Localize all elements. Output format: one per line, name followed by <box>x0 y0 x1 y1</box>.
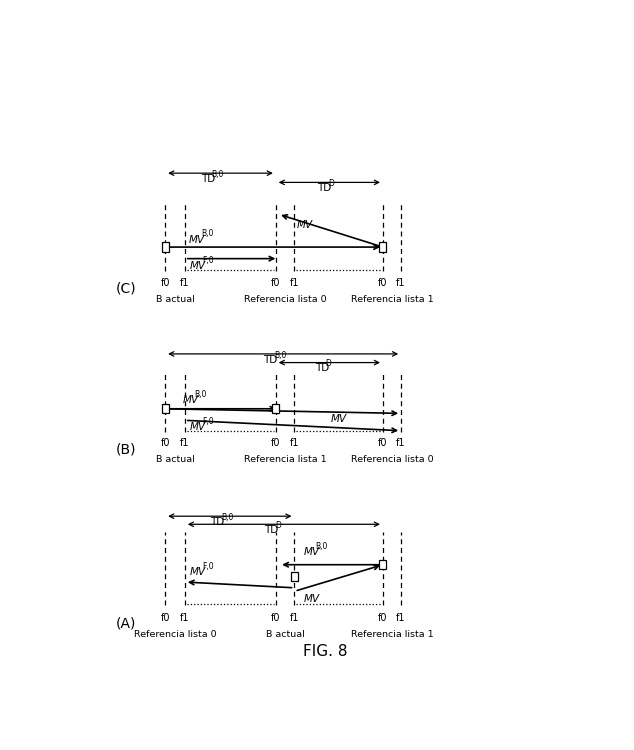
Text: B,0: B,0 <box>316 542 328 550</box>
Text: f0: f0 <box>378 613 387 622</box>
Bar <box>162 404 169 413</box>
Text: TD: TD <box>314 363 329 374</box>
Text: f0: f0 <box>160 439 170 448</box>
Text: MV: MV <box>189 235 205 244</box>
Text: B,0: B,0 <box>201 230 214 238</box>
Text: B,0: B,0 <box>275 350 287 359</box>
Text: f1: f1 <box>180 278 190 288</box>
Text: B actual: B actual <box>156 295 195 304</box>
Text: D: D <box>275 521 281 530</box>
Text: MV: MV <box>183 395 198 405</box>
Text: f0: f0 <box>378 439 387 448</box>
Text: MV: MV <box>190 261 206 272</box>
Text: (C): (C) <box>116 282 137 296</box>
Text: MV: MV <box>190 422 206 432</box>
Text: B,0: B,0 <box>221 513 233 522</box>
Text: (B): (B) <box>116 442 136 456</box>
Text: f0: f0 <box>271 439 280 448</box>
Text: Referencia lista 0: Referencia lista 0 <box>351 455 433 464</box>
Text: f1: f1 <box>396 278 406 288</box>
Text: MV: MV <box>330 414 347 424</box>
Text: F,0: F,0 <box>202 562 214 571</box>
Text: D: D <box>325 359 332 368</box>
Text: Referencia lista 1: Referencia lista 1 <box>351 295 433 304</box>
Text: Referencia lista 0: Referencia lista 0 <box>244 295 327 304</box>
Text: Referencia lista 1: Referencia lista 1 <box>244 455 327 464</box>
Text: f0: f0 <box>160 613 170 622</box>
Text: f0: f0 <box>271 278 280 288</box>
Text: D: D <box>328 179 333 188</box>
Bar <box>273 404 279 413</box>
Text: TD: TD <box>264 525 278 535</box>
Text: TD: TD <box>264 355 278 364</box>
Text: f0: f0 <box>160 278 170 288</box>
Text: F,0: F,0 <box>202 256 214 265</box>
Text: Referencia lista 0: Referencia lista 0 <box>134 629 216 638</box>
Text: f1: f1 <box>290 613 299 622</box>
Bar <box>380 560 386 569</box>
Text: f0: f0 <box>378 278 387 288</box>
Text: f1: f1 <box>180 439 190 448</box>
Text: B,0: B,0 <box>195 390 207 399</box>
Text: FIG. 8: FIG. 8 <box>302 644 347 658</box>
Text: f1: f1 <box>290 278 299 288</box>
Text: B actual: B actual <box>266 629 304 638</box>
Text: (A): (A) <box>116 616 136 631</box>
Text: MV: MV <box>190 567 206 578</box>
Bar <box>291 572 298 581</box>
Text: TD: TD <box>317 183 332 194</box>
Text: f1: f1 <box>290 439 299 448</box>
Bar <box>162 242 169 252</box>
Text: f0: f0 <box>271 613 280 622</box>
Text: MV: MV <box>297 220 313 230</box>
Text: TD: TD <box>201 174 215 184</box>
Text: f1: f1 <box>396 439 406 448</box>
Text: MV: MV <box>303 594 320 604</box>
Text: B,0: B,0 <box>212 170 224 178</box>
Text: B actual: B actual <box>156 455 195 464</box>
Text: TD: TD <box>210 517 224 527</box>
Text: f1: f1 <box>180 613 190 622</box>
Bar <box>380 242 386 252</box>
Text: f1: f1 <box>396 613 406 622</box>
Text: Referencia lista 1: Referencia lista 1 <box>351 629 433 638</box>
Text: F,0: F,0 <box>202 417 214 426</box>
Text: MV: MV <box>303 547 320 557</box>
